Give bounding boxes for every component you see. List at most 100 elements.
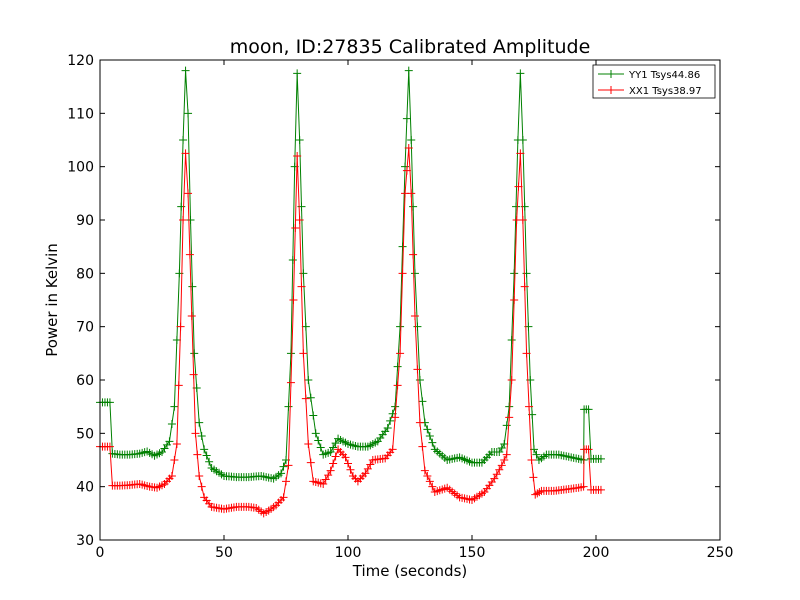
data-point-marker — [167, 420, 176, 428]
data-point-marker — [331, 439, 340, 448]
data-point-marker — [295, 136, 304, 144]
data-point-marker — [306, 458, 315, 467]
data-point-marker — [516, 69, 525, 78]
data-point-marker — [195, 472, 204, 480]
data-point-marker — [423, 472, 432, 480]
data-point-marker — [490, 474, 499, 483]
data-point-marker — [398, 242, 407, 251]
legend-label: YY1 Tsys44.86 — [628, 70, 700, 81]
data-point-marker — [505, 413, 514, 422]
data-point-marker — [311, 429, 320, 438]
data-point-marker — [413, 322, 422, 331]
data-point-marker — [366, 460, 375, 469]
data-point-marker — [200, 445, 209, 454]
data-point-marker — [531, 490, 540, 499]
data-point-marker — [407, 189, 416, 198]
data-point-marker — [532, 450, 541, 459]
data-point-marker — [289, 296, 298, 304]
data-point-marker — [181, 66, 190, 75]
x-tick-label: 0 — [96, 545, 105, 561]
data-point-marker — [596, 454, 605, 463]
data-point-marker — [189, 370, 198, 379]
data-point-marker — [197, 432, 206, 440]
y-tick-label: 60 — [76, 373, 94, 389]
data-point-marker — [391, 413, 400, 422]
y-tick-label: 40 — [76, 480, 94, 496]
data-point-marker — [291, 224, 300, 232]
data-point-marker — [172, 336, 181, 344]
data-point-marker — [507, 376, 516, 384]
data-point-marker — [170, 402, 179, 411]
x-tick-label: 100 — [335, 545, 362, 561]
data-point-marker — [297, 282, 306, 291]
data-point-marker — [492, 470, 501, 479]
data-point-marker — [301, 394, 310, 403]
data-point-marker — [284, 402, 293, 411]
data-point-marker — [306, 393, 315, 402]
data-point-marker — [190, 349, 199, 358]
data-point-marker — [174, 381, 183, 390]
data-point-marker — [420, 466, 429, 475]
data-point-marker — [415, 376, 424, 384]
data-point-marker — [410, 312, 419, 320]
data-point-marker — [186, 216, 195, 224]
data-point-marker — [396, 322, 405, 331]
data-point-marker — [388, 445, 397, 454]
data-point-marker — [187, 312, 196, 320]
data-point-marker — [512, 202, 521, 211]
legend-marker — [607, 70, 615, 78]
data-point-marker — [188, 282, 197, 291]
data-point-marker — [428, 482, 437, 491]
data-point-marker — [193, 450, 202, 459]
data-point-marker — [510, 269, 519, 278]
legend: YY1 Tsys44.86 XX1 Tsys38.97 — [592, 64, 716, 99]
data-point-marker — [326, 466, 335, 475]
data-point-marker — [514, 182, 523, 191]
data-point-marker — [185, 250, 194, 259]
data-point-marker — [184, 189, 193, 198]
data-point-marker — [346, 465, 355, 474]
data-point-marker — [404, 66, 413, 75]
data-point-marker — [165, 437, 174, 446]
data-point-marker — [518, 136, 527, 144]
data-point-marker — [179, 136, 188, 144]
data-point-marker — [529, 473, 538, 482]
data-point-marker — [525, 402, 534, 411]
data-point-marker — [505, 402, 514, 411]
data-point-marker — [197, 482, 206, 491]
legend-box — [592, 64, 716, 99]
data-point-marker — [331, 452, 340, 461]
data-point-marker — [500, 456, 509, 464]
x-tick-label: 200 — [583, 545, 610, 561]
data-point-marker — [329, 443, 338, 452]
data-point-marker — [386, 416, 395, 425]
data-point-marker — [329, 459, 338, 468]
series-line — [100, 147, 601, 514]
data-point-marker — [293, 69, 302, 78]
data-point-marker — [527, 456, 536, 464]
data-point-marker — [497, 461, 506, 470]
data-point-marker — [191, 429, 200, 438]
series-xx1 — [96, 144, 605, 518]
data-point-marker — [502, 421, 511, 430]
data-point-marker — [518, 216, 527, 224]
y-tick-label: 30 — [76, 533, 94, 549]
data-point-marker — [522, 349, 531, 358]
series-layer — [96, 66, 605, 518]
data-point-marker — [284, 461, 293, 470]
data-point-marker — [407, 136, 416, 144]
data-point-marker — [596, 485, 605, 494]
data-point-marker — [179, 216, 188, 224]
data-point-marker — [413, 365, 422, 374]
data-point-marker — [418, 397, 427, 406]
data-point-marker — [393, 381, 402, 390]
data-point-marker — [172, 440, 181, 448]
data-point-marker — [418, 442, 427, 451]
data-point-marker — [321, 475, 330, 484]
data-point-marker — [286, 378, 295, 387]
legend-label: XX1 Tsys38.97 — [629, 86, 702, 97]
data-point-marker — [286, 349, 295, 358]
y-tick-label: 70 — [76, 320, 94, 336]
data-point-marker — [409, 250, 418, 259]
